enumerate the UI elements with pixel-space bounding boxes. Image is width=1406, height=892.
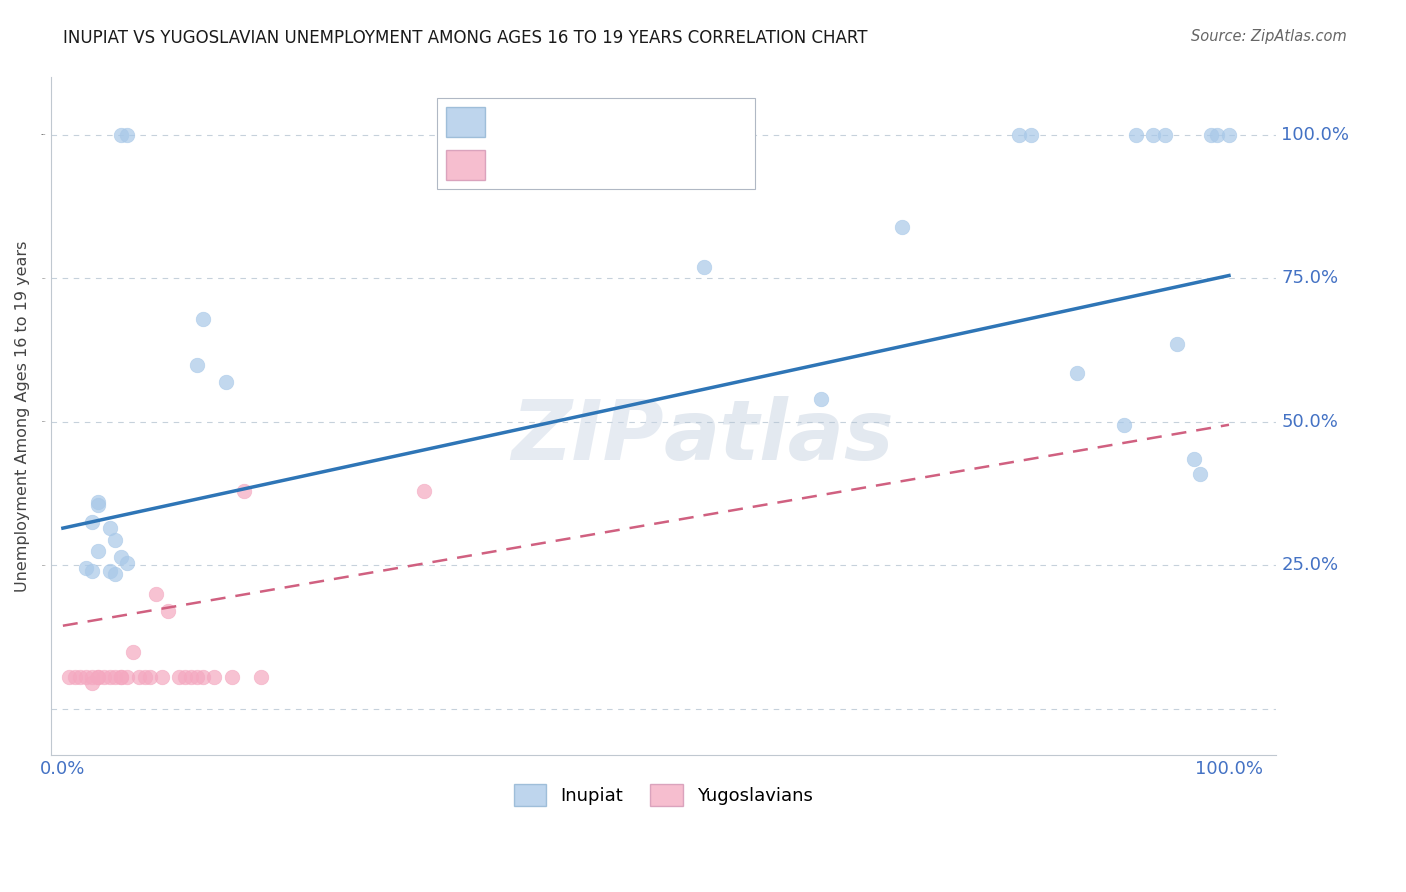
Point <box>121 644 143 658</box>
Point <box>115 556 138 570</box>
Point <box>104 567 127 582</box>
Text: 25.0%: 25.0% <box>1281 557 1339 574</box>
Point <box>174 670 197 684</box>
Point <box>1166 337 1188 351</box>
Point <box>221 670 243 684</box>
Point <box>80 516 103 530</box>
Point <box>250 670 273 684</box>
Point <box>180 670 202 684</box>
Point <box>1125 128 1147 142</box>
Point <box>87 544 110 558</box>
Point <box>139 670 162 684</box>
Point <box>1142 128 1164 142</box>
Point <box>232 483 254 498</box>
Point <box>1188 467 1211 481</box>
Point <box>891 219 914 234</box>
Point <box>1206 128 1229 142</box>
Point <box>87 670 110 684</box>
Point <box>115 128 138 142</box>
Point <box>98 521 121 535</box>
Point <box>134 670 156 684</box>
Point <box>191 311 214 326</box>
Point <box>191 670 214 684</box>
Point <box>413 483 436 498</box>
Text: atlas: atlas <box>664 396 894 477</box>
Point <box>150 670 173 684</box>
Text: ZIP: ZIP <box>510 396 664 477</box>
Point <box>110 670 132 684</box>
Point <box>80 676 103 690</box>
Text: Source: ZipAtlas.com: Source: ZipAtlas.com <box>1191 29 1347 44</box>
Text: 100.0%: 100.0% <box>1281 126 1350 144</box>
Point <box>75 670 97 684</box>
Point <box>128 670 150 684</box>
Text: 50.0%: 50.0% <box>1281 413 1339 431</box>
Point <box>1008 128 1031 142</box>
Point <box>63 670 86 684</box>
Point <box>87 495 110 509</box>
Y-axis label: Unemployment Among Ages 16 to 19 years: Unemployment Among Ages 16 to 19 years <box>15 241 30 592</box>
Point <box>87 498 110 512</box>
Point <box>58 670 80 684</box>
Text: INUPIAT VS YUGOSLAVIAN UNEMPLOYMENT AMONG AGES 16 TO 19 YEARS CORRELATION CHART: INUPIAT VS YUGOSLAVIAN UNEMPLOYMENT AMON… <box>63 29 868 46</box>
Point <box>110 128 132 142</box>
Point <box>1201 128 1223 142</box>
Point <box>204 670 226 684</box>
Point <box>80 670 103 684</box>
Point <box>98 564 121 578</box>
Point <box>87 670 110 684</box>
Point <box>93 670 115 684</box>
Point <box>186 670 208 684</box>
Point <box>1066 366 1088 380</box>
Point <box>215 375 238 389</box>
Point <box>1218 128 1240 142</box>
Point <box>104 533 127 547</box>
Point <box>115 670 138 684</box>
Point <box>75 561 97 575</box>
Point <box>186 358 208 372</box>
Point <box>169 670 191 684</box>
Point <box>145 587 167 601</box>
Point <box>80 564 103 578</box>
Point <box>104 670 127 684</box>
Point <box>110 670 132 684</box>
Point <box>1182 452 1205 467</box>
Text: 75.0%: 75.0% <box>1281 269 1339 287</box>
Point <box>110 549 132 564</box>
Point <box>810 392 832 406</box>
Point <box>69 670 91 684</box>
Point <box>1019 128 1042 142</box>
Legend: Inupiat, Yugoslavians: Inupiat, Yugoslavians <box>506 777 821 814</box>
Point <box>98 670 121 684</box>
Point <box>156 604 179 618</box>
Point <box>693 260 716 274</box>
Point <box>1153 128 1175 142</box>
Point <box>1112 417 1135 432</box>
